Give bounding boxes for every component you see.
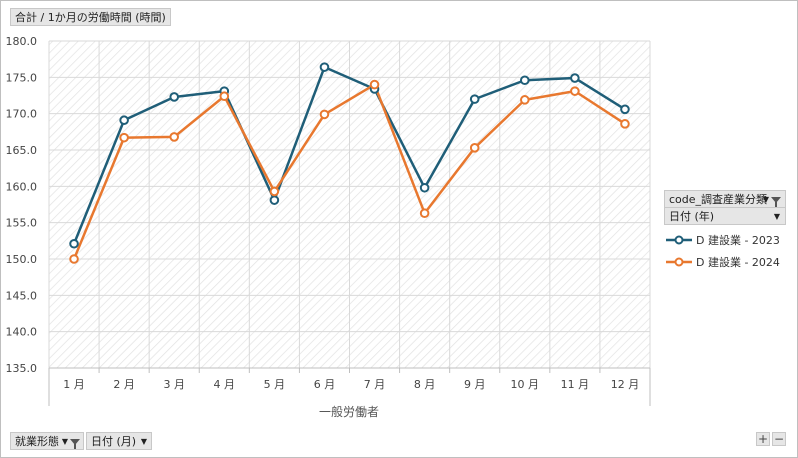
legend-item-2023[interactable]: D 建設業 - 2023	[666, 229, 780, 251]
data-point-1-5[interactable]	[319, 109, 330, 120]
data-point-1-8[interactable]	[469, 143, 480, 153]
data-point-0-10[interactable]	[570, 73, 580, 83]
legend-marker-2023	[666, 235, 692, 245]
legend-item-2024[interactable]: D 建設業 - 2024	[666, 251, 780, 273]
data-point-0-9[interactable]	[519, 75, 530, 86]
filter-legend-button[interactable]: code_調査産業分類 ▼	[664, 190, 786, 208]
data-point-0-8[interactable]	[469, 94, 480, 104]
x-tick-label: 11 月	[561, 378, 590, 391]
value-field-label: 合計 / 1か月の労働時間 (時間)	[15, 11, 166, 24]
data-point-0-2[interactable]	[169, 92, 180, 102]
zoom-out-button[interactable]: −	[772, 432, 786, 446]
x-tick-label: 6 月	[314, 378, 336, 391]
x-tick-label: 8 月	[414, 378, 436, 391]
data-point-0-7[interactable]	[419, 182, 430, 193]
series-line-1	[72, 83, 626, 260]
y-tick-label: 180.0	[6, 35, 38, 48]
x-tick-label: 5 月	[264, 378, 286, 391]
data-point-1-9[interactable]	[519, 95, 530, 105]
data-point-1-6[interactable]	[369, 79, 380, 90]
filter-icon	[70, 439, 80, 449]
row-field-button-2[interactable]: 日付 (月) ▼	[86, 432, 152, 450]
y-tick-label: 170.0	[6, 108, 38, 121]
x-tick-label: 4 月	[214, 378, 236, 391]
chevron-down-icon: ▼	[140, 437, 147, 446]
legend-label-2024: D 建設業 - 2024	[696, 256, 780, 269]
data-point-1-11[interactable]	[620, 119, 630, 129]
legend-field-button[interactable]: 日付 (年) ▼	[664, 207, 786, 225]
data-point-1-7[interactable]	[419, 208, 430, 219]
legend-label-2023: D 建設業 - 2023	[696, 234, 780, 247]
data-point-1-3[interactable]	[219, 91, 230, 102]
data-point-1-4[interactable]	[269, 186, 280, 197]
legend: D 建設業 - 2023 D 建設業 - 2024	[666, 229, 780, 273]
x-tick-label: 7 月	[364, 378, 386, 391]
y-tick-label: 140.0	[6, 326, 38, 339]
x-tick-label: 12 月	[611, 378, 640, 391]
chevron-down-icon: ▼	[773, 212, 780, 221]
row-field-label-2: 日付 (月)	[91, 435, 137, 448]
y-tick-label: 145.0	[6, 289, 38, 302]
legend-field-label: 日付 (年)	[669, 210, 715, 223]
series-line-0	[72, 65, 626, 245]
y-tick-label: 175.0	[6, 71, 38, 84]
x-group-label: 一般労働者	[319, 404, 379, 419]
row-field-label-1: 就業形態	[15, 435, 59, 448]
y-tick-label: 135.0	[6, 362, 38, 375]
data-point-0-4[interactable]	[269, 195, 280, 205]
data-point-1-2[interactable]	[169, 132, 180, 142]
data-point-0-11[interactable]	[620, 104, 630, 115]
value-field-button[interactable]: 合計 / 1か月の労働時間 (時間)	[10, 8, 171, 26]
x-tick-label: 2 月	[113, 378, 135, 391]
data-point-0-0[interactable]	[69, 238, 79, 249]
x-tick-label: 9 月	[464, 378, 486, 391]
data-point-1-0[interactable]	[69, 254, 79, 264]
y-tick-label: 160.0	[6, 180, 38, 193]
y-tick-label: 150.0	[6, 253, 38, 266]
data-point-0-1[interactable]	[119, 115, 129, 126]
filter-icon	[771, 197, 781, 207]
x-tick-label: 10 月	[511, 378, 540, 391]
x-tick-label: 1 月	[63, 378, 85, 391]
row-field-button-1[interactable]: 就業形態 ▼	[10, 432, 84, 450]
zoom-in-button[interactable]: +	[756, 432, 770, 446]
legend-marker-2024	[666, 257, 692, 267]
dropdown-arrow-icon: ▼	[61, 437, 68, 446]
data-point-0-5[interactable]	[319, 62, 330, 72]
dropdown-arrow-icon: ▼	[762, 195, 769, 204]
data-point-1-10[interactable]	[570, 86, 580, 96]
x-tick-label: 3 月	[163, 378, 185, 391]
filter-legend-label: code_調査産業分類	[669, 193, 768, 206]
y-tick-label: 165.0	[6, 144, 38, 157]
data-point-1-1[interactable]	[119, 132, 129, 143]
y-tick-label: 155.0	[6, 217, 38, 230]
